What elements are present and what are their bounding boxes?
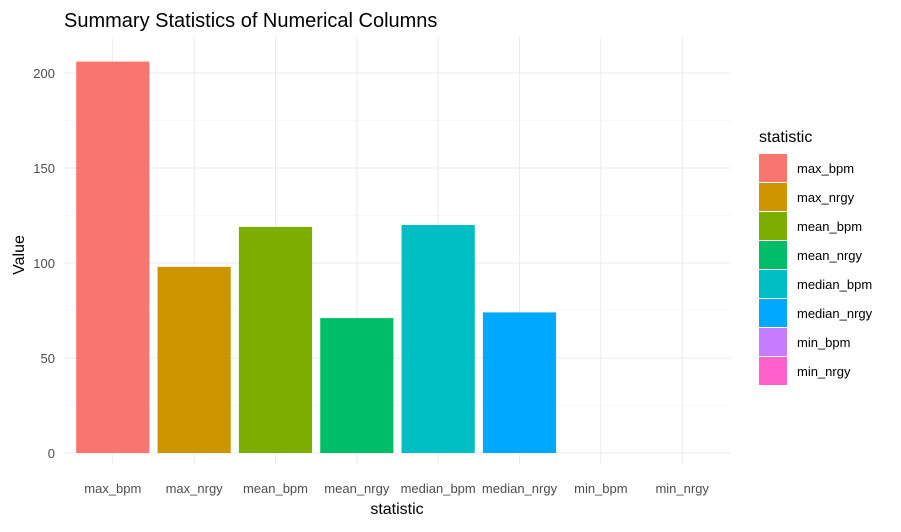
legend-label: min_nrgy [797,364,851,379]
legend-label: max_bpm [797,161,854,176]
legend-swatch-mean-bpm [759,212,787,240]
x-axis-label: statistic [370,501,423,518]
legend-items: max_bpm max_nrgy mean_bpm mean_nrgy median_b… [759,154,873,385]
legend-label: min_bpm [797,335,850,350]
legend-swatch-min-nrgy [759,357,787,385]
y-tick-label: 0 [48,446,55,461]
x-tick-label: min_nrgy [655,481,709,496]
legend-swatch-median-bpm [759,270,787,298]
legend-label: median_nrgy [797,306,873,321]
bar-max-bpm [76,61,150,453]
x-tick-label: median_bpm [401,481,476,496]
bar-max-nrgy [157,266,231,453]
bar-median-nrgy [482,312,557,453]
bars [76,61,557,453]
legend-label: median_bpm [797,277,872,292]
legend-swatch-max-nrgy [759,183,787,211]
legend-swatch-min-bpm [759,328,787,356]
y-tick-label: 200 [33,66,55,81]
legend-label: mean_bpm [797,219,862,234]
legend: statistic max_bpm max_nrgy mean_bpm mean_nr… [759,129,873,385]
x-tick-label: min_bpm [574,481,627,496]
y-tick-label: 100 [33,256,55,271]
legend-swatch-max-bpm [759,154,787,182]
legend-title: statistic [759,129,812,146]
x-tick-label: max_nrgy [166,481,224,496]
y-axis-label: Value [11,235,28,275]
y-tick-label: 150 [33,161,55,176]
x-tick-label: max_bpm [84,481,141,496]
x-tick-label: mean_nrgy [324,481,390,496]
x-axis-tick-labels: max_bpm max_nrgy mean_bpm mean_nrgy median_b… [84,481,709,496]
legend-label: mean_nrgy [797,248,863,263]
y-tick-label: 50 [41,351,55,366]
bar-mean-bpm [238,226,313,453]
legend-label: max_nrgy [797,190,855,205]
chart-title: Summary Statistics of Numerical Columns [64,10,437,32]
y-axis-tick-labels: 0 50 100 150 200 [33,66,55,461]
bar-median-bpm [401,225,475,453]
legend-swatch-mean-nrgy [759,241,787,269]
x-tick-label: median_nrgy [482,481,558,496]
x-tick-label: mean_bpm [243,481,308,496]
bar-mean-nrgy [320,318,394,453]
legend-swatch-median-nrgy [759,299,787,327]
